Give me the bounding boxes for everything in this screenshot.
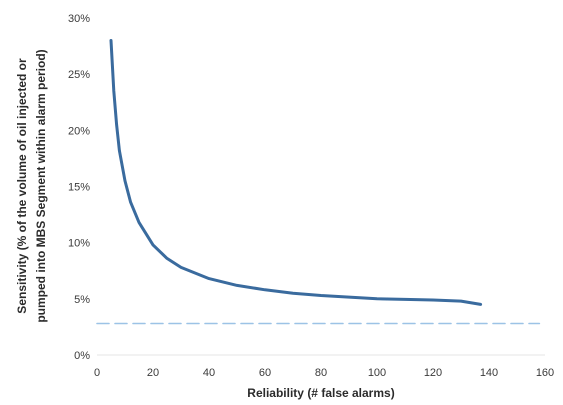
x-tick-label: 40 bbox=[203, 367, 215, 379]
x-tick-label: 140 bbox=[480, 367, 498, 379]
x-axis-title: Reliability (# false alarms) bbox=[247, 386, 394, 400]
y-axis-title: Sensitivity (% of the volume of oil inje… bbox=[15, 49, 48, 322]
x-tick-label: 0 bbox=[94, 367, 100, 379]
y-tick-label: 0% bbox=[74, 350, 90, 362]
x-tick-label: 20 bbox=[147, 367, 159, 379]
x-tick-label: 60 bbox=[259, 367, 271, 379]
series-layer bbox=[96, 39, 541, 325]
y-tick-label: 5% bbox=[74, 294, 90, 306]
y-tick-label: 10% bbox=[68, 238, 90, 250]
y-tick-label: 30% bbox=[68, 13, 90, 25]
y-axis-title-line-2: pumped into MBS Segment within alarm per… bbox=[34, 49, 48, 322]
sensitivity-curve bbox=[109, 39, 483, 306]
y-tick-label: 20% bbox=[68, 125, 90, 137]
y-tick-label: 15% bbox=[68, 182, 90, 194]
y-tick-label: 25% bbox=[68, 69, 90, 81]
y-axis-title-line-1: Sensitivity (% of the volume of oil inje… bbox=[15, 58, 29, 314]
x-tick-label: 120 bbox=[424, 367, 442, 379]
y-tick-labels: 0% 5% 10% 15% 20% 25% 30% bbox=[68, 13, 90, 362]
x-tick-label: 80 bbox=[315, 367, 327, 379]
x-tick-labels: 0 20 40 60 80 100 120 140 160 bbox=[94, 367, 554, 379]
x-tick-label: 100 bbox=[368, 367, 386, 379]
x-tick-label: 160 bbox=[536, 367, 554, 379]
